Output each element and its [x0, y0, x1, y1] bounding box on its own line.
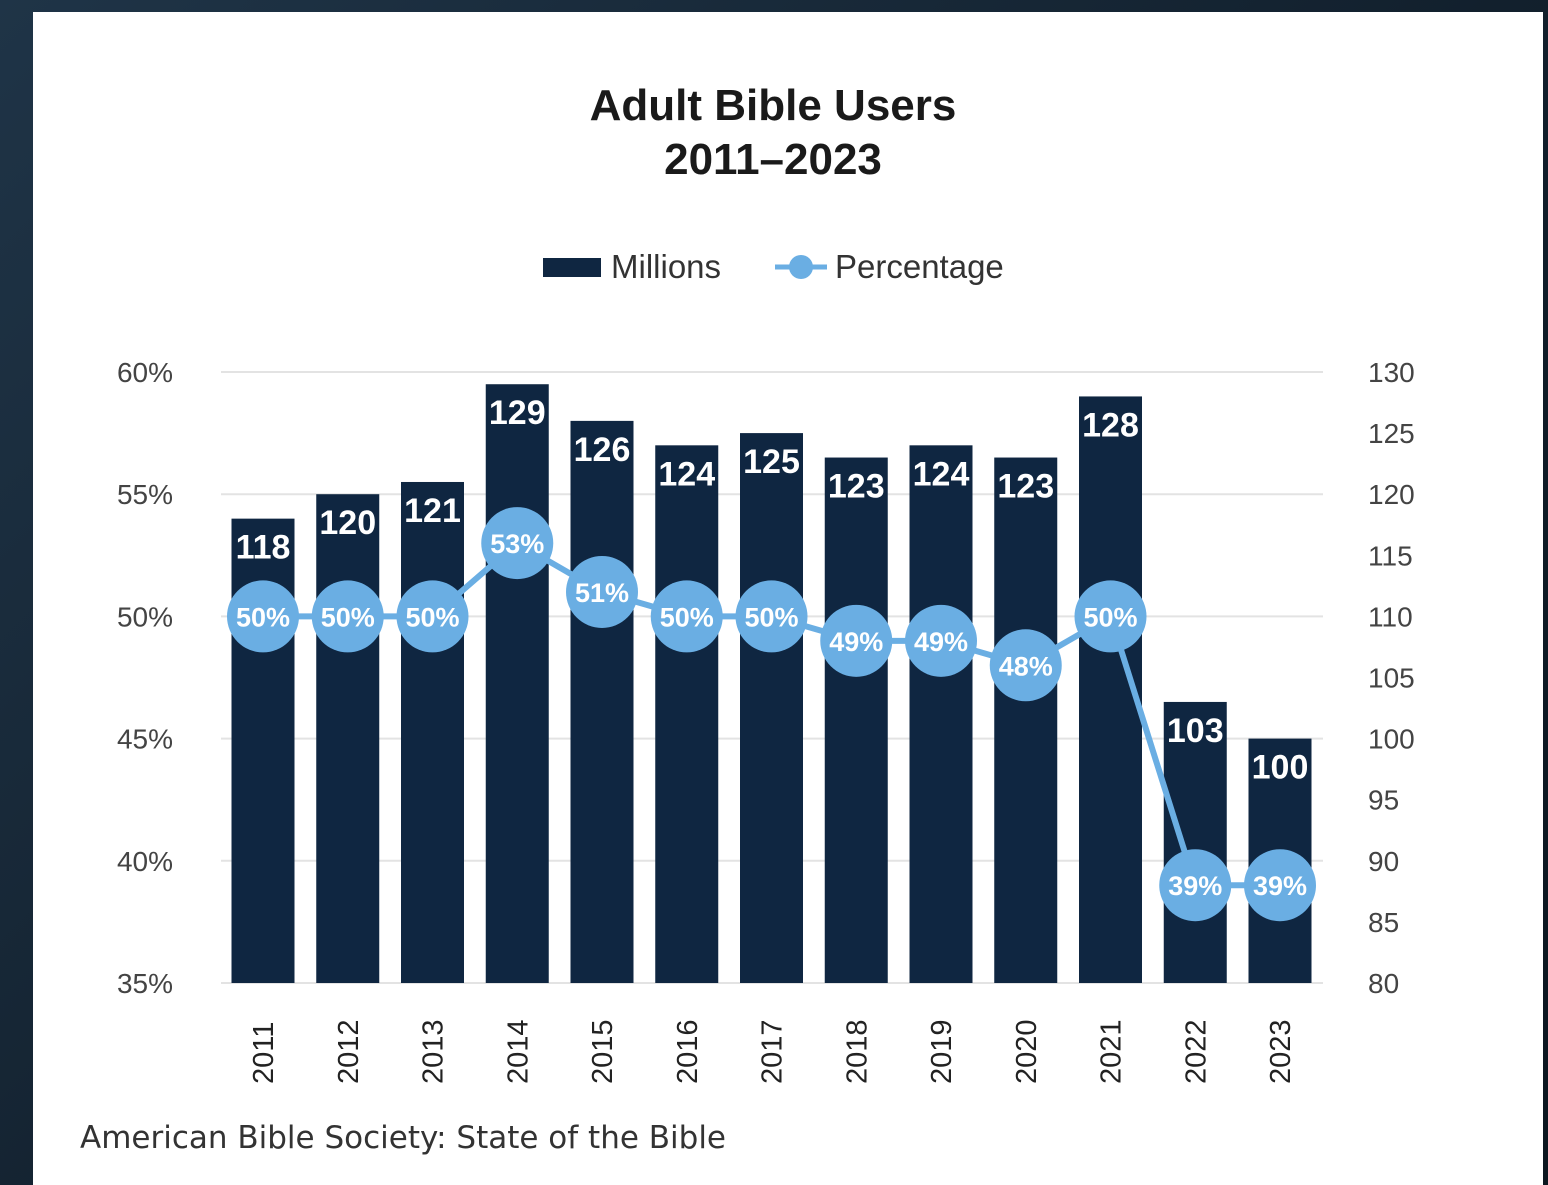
- percentage-label: 49%: [914, 627, 968, 657]
- bar: [401, 481, 464, 983]
- bar-value-labels: 118 120 121 129 126 124 125 123 124 123 128 103 100: [236, 394, 1309, 786]
- x-tick-label: 2011: [248, 1022, 280, 1084]
- x-tick-label: 2014: [502, 1019, 534, 1084]
- bar-value-label: 100: [1252, 749, 1309, 787]
- percentage-label: 50%: [405, 602, 459, 632]
- right-tick-label: 115: [1368, 540, 1413, 571]
- legend-millions-swatch: [543, 258, 601, 277]
- percentage-marker: [566, 555, 638, 628]
- right-tick-label: 110: [1368, 601, 1413, 632]
- right-tick-label: 80: [1368, 968, 1399, 999]
- left-tick-label: 35%: [117, 968, 173, 999]
- percentage-label: 51%: [575, 578, 629, 608]
- bar: [824, 457, 888, 983]
- bar-value-label: 126: [574, 431, 631, 469]
- percentage-marker: [396, 580, 469, 653]
- right-tick-label: 100: [1368, 724, 1415, 755]
- left-tick-label: 40%: [117, 846, 173, 877]
- percentage-label: 53%: [490, 529, 544, 559]
- x-tick-label: 2020: [1011, 1019, 1043, 1084]
- right-tick-label: 105: [1368, 663, 1415, 694]
- legend: Millions Percentage: [543, 248, 1004, 285]
- percentage-marker: [227, 580, 299, 653]
- left-tick-label: 45%: [117, 724, 173, 755]
- legend-millions-label: Millions: [611, 248, 721, 285]
- x-tick-label: 2017: [757, 1019, 789, 1084]
- percentage-marker: [1074, 580, 1147, 653]
- bar-value-label: 125: [743, 443, 800, 481]
- source-caption: American Bible Society: State of the Bib…: [80, 1120, 727, 1156]
- percentage-marker: [989, 629, 1062, 702]
- x-tick-label: 2015: [587, 1019, 619, 1084]
- bars-millions: [231, 384, 1312, 984]
- right-tick-label: 85: [1368, 907, 1399, 938]
- bar-value-label: 123: [828, 468, 885, 506]
- right-tick-label: 95: [1368, 785, 1399, 816]
- bar-value-label: 120: [319, 504, 376, 542]
- legend-percentage-marker: [789, 255, 813, 279]
- percentage-marker: [311, 580, 384, 653]
- percentage-marker: [820, 604, 893, 677]
- x-tick-label: 2022: [1180, 1019, 1212, 1084]
- x-tick-label: 2023: [1265, 1019, 1297, 1084]
- x-tick-label: 2018: [841, 1019, 873, 1084]
- percentage-label: 50%: [1083, 602, 1137, 632]
- left-y-axis: 60% 55% 50% 45% 40% 35%: [117, 357, 173, 999]
- bar: [316, 494, 380, 983]
- x-tick-label: 2019: [926, 1019, 958, 1084]
- chart: Adult Bible Users 2011–2023 Millions Per…: [117, 81, 1415, 1084]
- bar: [994, 457, 1058, 983]
- left-tick-label: 55%: [117, 479, 173, 510]
- bar: [740, 433, 803, 984]
- chart-title-line-2: 2011–2023: [664, 135, 882, 184]
- right-tick-label: 125: [1368, 418, 1415, 449]
- bar-value-label: 128: [1082, 406, 1139, 444]
- bar: [909, 445, 973, 983]
- x-tick-label: 2012: [333, 1019, 365, 1084]
- percentage-marker: [650, 580, 723, 653]
- right-tick-label: 120: [1368, 479, 1415, 510]
- left-tick-label: 60%: [117, 357, 173, 388]
- percentage-label: 50%: [744, 602, 798, 632]
- percentage-label: 50%: [236, 602, 290, 632]
- percentage-marker: [905, 604, 977, 677]
- percentage-marker: [1159, 849, 1232, 922]
- x-tick-label: 2013: [418, 1019, 450, 1084]
- right-tick-label: 90: [1368, 846, 1399, 877]
- bar-value-label: 129: [489, 394, 546, 432]
- percentage-label: 49%: [829, 627, 883, 657]
- bar-value-label: 124: [913, 455, 970, 493]
- x-axis: 2011 2012 2013 2014 2015 2016 2017 2018 2019 2020…: [248, 1019, 1297, 1084]
- percentage-label: 39%: [1253, 871, 1307, 901]
- bar: [570, 420, 634, 983]
- left-tick-label: 50%: [117, 601, 173, 632]
- right-y-axis: 130 125 120 115 110 105 100 95 90 85 80: [1368, 357, 1415, 999]
- percentage-marker: [1244, 849, 1316, 922]
- x-tick-label: 2016: [672, 1019, 704, 1084]
- legend-percentage-label: Percentage: [835, 248, 1004, 285]
- bar-value-label: 123: [997, 468, 1054, 506]
- percentage-label: 50%: [660, 602, 714, 632]
- bar: [1163, 701, 1227, 983]
- percentage-line: 50% 50% 50% 53% 51% 50% 50% 49% 49% 48% 50% 39% 39%: [227, 507, 1316, 922]
- percentage-label: 50%: [321, 602, 375, 632]
- percentage-marker: [481, 507, 554, 580]
- bar: [655, 445, 719, 983]
- bar-value-label: 118: [236, 529, 291, 567]
- chart-title-line-1: Adult Bible Users: [590, 81, 957, 130]
- percentage-marker: [735, 580, 808, 653]
- right-tick-label: 130: [1368, 357, 1415, 388]
- x-tick-label: 2021: [1096, 1019, 1128, 1084]
- bar-value-label: 121: [404, 492, 461, 530]
- bar: [485, 384, 549, 984]
- bar-value-label: 124: [658, 455, 715, 493]
- bar-value-label: 103: [1167, 712, 1224, 750]
- percentage-label: 39%: [1168, 871, 1222, 901]
- percentage-label: 48%: [999, 651, 1053, 681]
- chart-card: Adult Bible Users 2011–2023 Millions Per…: [33, 12, 1543, 1185]
